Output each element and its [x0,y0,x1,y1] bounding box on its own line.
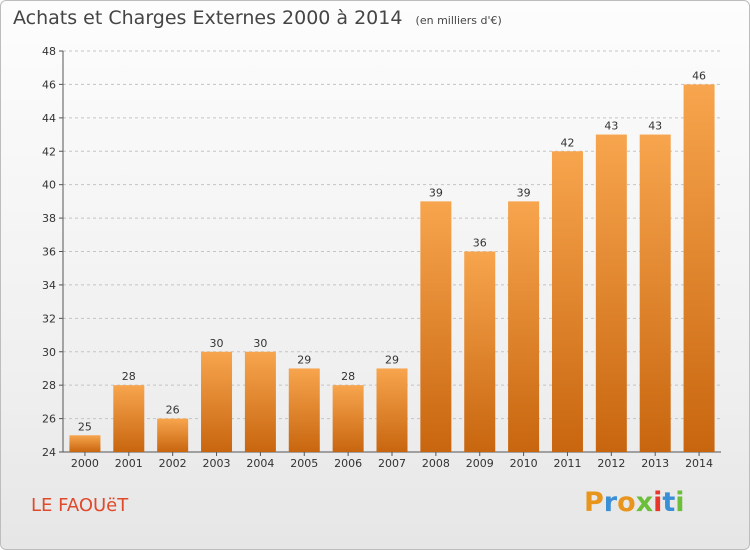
proxiti-logo: Proxiti [584,487,685,518]
bar [551,151,583,452]
y-tick-label: 36 [42,246,56,259]
value-label: 36 [473,237,487,250]
bar [683,84,715,453]
x-tick-label: 2013 [641,457,669,470]
x-tick-label: 2002 [159,457,187,470]
value-label: 30 [253,337,267,350]
labels: 24 26 28 30 32 34 36 38 40 42 44 46 48 25 2000 28 2001 26… [42,45,713,470]
value-label: 43 [604,120,618,133]
bar [508,201,540,452]
y-tick-label: 32 [42,312,56,325]
value-label: 43 [648,120,662,133]
value-label: 28 [122,370,136,383]
bar [376,368,408,452]
logo-letter: t [662,487,676,518]
x-tick-label: 2008 [422,457,450,470]
value-label: 46 [692,69,706,82]
y-tick-label: 44 [42,112,56,125]
y-tick-label: 40 [42,179,56,192]
bar [639,134,671,452]
bar [332,385,364,452]
bar [69,435,101,452]
x-tick-label: 2009 [466,457,494,470]
bar [464,251,496,452]
x-tick-label: 2010 [510,457,538,470]
x-tick-label: 2005 [290,457,318,470]
y-tick-label: 24 [42,446,56,459]
bar [420,201,452,452]
x-tick-label: 2003 [203,457,231,470]
y-tick-label: 34 [42,279,56,292]
bar [244,351,276,452]
logo-letter: i [653,487,663,518]
value-label: 39 [517,186,531,199]
bar [157,418,189,452]
commune-name: LE FAOUëT [31,495,129,516]
value-label: 28 [341,370,355,383]
logo-letter: P [584,487,604,518]
y-tick-label: 46 [42,78,56,91]
y-tick-label: 48 [42,45,56,58]
x-tick-label: 2007 [378,457,406,470]
bar [113,385,145,452]
value-label: 30 [210,337,224,350]
x-tick-label: 2001 [115,457,143,470]
bar [201,351,233,452]
value-label: 29 [385,353,399,366]
y-tick-label: 42 [42,145,56,158]
y-tick-label: 38 [42,212,56,225]
y-tick-label: 26 [42,413,56,426]
y-tick-label: 30 [42,346,56,359]
x-tick-label: 2014 [685,457,713,470]
value-label: 42 [560,136,574,149]
x-tick-label: 2012 [597,457,625,470]
x-tick-label: 2006 [334,457,362,470]
value-label: 39 [429,186,443,199]
logo-letter: r [603,487,618,518]
chart-unit: (en milliers d'€) [415,14,502,27]
logo-letter: i [675,487,685,518]
logo-letter: x [635,487,654,518]
y-tick-label: 28 [42,379,56,392]
title-line: Achats et Charges Externes 2000 à 2014 (… [13,7,502,29]
logo-letter: o [617,487,636,518]
bar [595,134,627,452]
x-tick-label: 2000 [71,457,99,470]
value-label: 26 [166,404,180,417]
x-tick-label: 2011 [553,457,581,470]
x-tick-label: 2004 [246,457,274,470]
bars [69,84,715,453]
chart-title: Achats et Charges Externes 2000 à 2014 [13,7,403,29]
bar [288,368,320,452]
value-label: 29 [297,353,311,366]
value-label: 25 [78,420,92,433]
